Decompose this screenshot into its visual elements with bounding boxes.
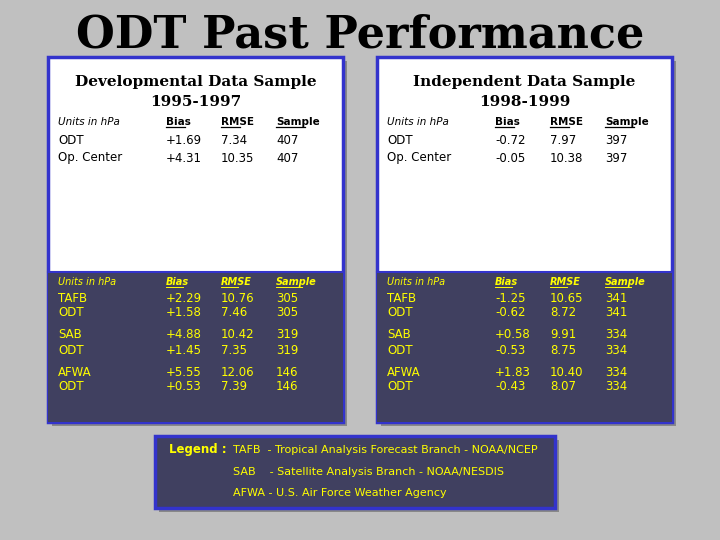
Text: 319: 319 (276, 343, 298, 356)
Text: 341: 341 (605, 307, 627, 320)
Text: Sample: Sample (276, 277, 317, 287)
Text: -0.43: -0.43 (495, 381, 526, 394)
Text: +1.83: +1.83 (495, 366, 531, 379)
Text: 7.34: 7.34 (221, 133, 247, 146)
Text: Bias: Bias (495, 277, 518, 287)
Text: AFWA: AFWA (58, 366, 91, 379)
Text: -0.05: -0.05 (495, 152, 526, 165)
Text: AFWA - U.S. Air Force Weather Agency: AFWA - U.S. Air Force Weather Agency (233, 488, 446, 498)
Text: Developmental Data Sample: Developmental Data Sample (75, 75, 316, 89)
Text: 10.76: 10.76 (221, 292, 255, 305)
FancyBboxPatch shape (377, 57, 672, 422)
Text: ODT: ODT (58, 307, 84, 320)
Text: 334: 334 (605, 366, 627, 379)
Text: 7.35: 7.35 (221, 343, 247, 356)
Text: 8.75: 8.75 (550, 343, 576, 356)
Text: -0.62: -0.62 (495, 307, 526, 320)
Text: 146: 146 (276, 381, 299, 394)
Text: 1995-1997: 1995-1997 (150, 95, 241, 109)
Text: ODT: ODT (387, 133, 413, 146)
Text: Op. Center: Op. Center (387, 152, 451, 165)
Text: 341: 341 (605, 292, 627, 305)
Text: +4.88: +4.88 (166, 328, 202, 341)
Text: -0.72: -0.72 (495, 133, 526, 146)
Text: 12.06: 12.06 (221, 366, 255, 379)
FancyBboxPatch shape (381, 61, 676, 426)
Text: ODT: ODT (58, 133, 84, 146)
Text: 397: 397 (605, 152, 627, 165)
Text: Independent Data Sample: Independent Data Sample (413, 75, 636, 89)
Text: ODT: ODT (387, 307, 413, 320)
Text: 407: 407 (276, 133, 298, 146)
Text: 7.46: 7.46 (221, 307, 247, 320)
Text: 305: 305 (276, 307, 298, 320)
Text: SAB    - Satellite Analysis Branch - NOAA/NESDIS: SAB - Satellite Analysis Branch - NOAA/N… (233, 467, 504, 477)
Text: +0.58: +0.58 (495, 328, 531, 341)
FancyBboxPatch shape (377, 272, 672, 422)
Text: 319: 319 (276, 328, 298, 341)
Text: Legend :: Legend : (169, 443, 227, 456)
Text: TAFB  - Tropical Analysis Forecast Branch - NOAA/NCEP: TAFB - Tropical Analysis Forecast Branch… (233, 445, 538, 455)
Text: RMSE: RMSE (550, 117, 583, 127)
Text: ODT: ODT (58, 381, 84, 394)
Text: Sample: Sample (605, 117, 649, 127)
Text: 10.38: 10.38 (550, 152, 583, 165)
Text: Units in hPa: Units in hPa (387, 117, 449, 127)
Text: 146: 146 (276, 366, 299, 379)
Text: Bias: Bias (495, 117, 520, 127)
Text: Op. Center: Op. Center (58, 152, 122, 165)
Text: 334: 334 (605, 381, 627, 394)
FancyBboxPatch shape (52, 61, 347, 426)
Text: SAB: SAB (58, 328, 82, 341)
Text: +1.45: +1.45 (166, 343, 202, 356)
Text: 10.35: 10.35 (221, 152, 254, 165)
Text: -0.53: -0.53 (495, 343, 526, 356)
Text: ODT: ODT (387, 343, 413, 356)
Text: RMSE: RMSE (221, 277, 252, 287)
Text: AFWA: AFWA (387, 366, 420, 379)
Text: 10.42: 10.42 (221, 328, 255, 341)
Text: 1998-1999: 1998-1999 (479, 95, 570, 109)
Text: +4.31: +4.31 (166, 152, 202, 165)
Text: 397: 397 (605, 133, 627, 146)
FancyBboxPatch shape (48, 57, 343, 422)
Text: +2.29: +2.29 (166, 292, 202, 305)
Text: Units in hPa: Units in hPa (387, 277, 445, 287)
Text: RMSE: RMSE (221, 117, 254, 127)
Text: Units in hPa: Units in hPa (58, 277, 116, 287)
Text: 407: 407 (276, 152, 298, 165)
Text: +0.53: +0.53 (166, 381, 202, 394)
Text: Sample: Sample (276, 117, 320, 127)
Text: -1.25: -1.25 (495, 292, 526, 305)
Text: Bias: Bias (166, 117, 191, 127)
Text: +1.69: +1.69 (166, 133, 202, 146)
Text: 10.40: 10.40 (550, 366, 583, 379)
Text: 10.65: 10.65 (550, 292, 583, 305)
Text: 8.07: 8.07 (550, 381, 576, 394)
Text: 334: 334 (605, 328, 627, 341)
FancyBboxPatch shape (48, 272, 343, 422)
Text: +5.55: +5.55 (166, 366, 202, 379)
Text: +1.58: +1.58 (166, 307, 202, 320)
Text: 305: 305 (276, 292, 298, 305)
Text: SAB: SAB (387, 328, 410, 341)
Text: TAFB: TAFB (387, 292, 416, 305)
Text: 8.72: 8.72 (550, 307, 576, 320)
FancyBboxPatch shape (155, 436, 555, 508)
Text: ODT: ODT (58, 343, 84, 356)
Text: ODT: ODT (387, 381, 413, 394)
Text: 7.97: 7.97 (550, 133, 576, 146)
Text: Sample: Sample (605, 277, 646, 287)
Text: RMSE: RMSE (550, 277, 581, 287)
Text: 9.91: 9.91 (550, 328, 576, 341)
Text: 7.39: 7.39 (221, 381, 247, 394)
Text: Units in hPa: Units in hPa (58, 117, 120, 127)
Text: ODT Past Performance: ODT Past Performance (76, 14, 644, 57)
Text: 334: 334 (605, 343, 627, 356)
FancyBboxPatch shape (159, 440, 559, 512)
Text: TAFB: TAFB (58, 292, 87, 305)
Text: Bias: Bias (166, 277, 189, 287)
